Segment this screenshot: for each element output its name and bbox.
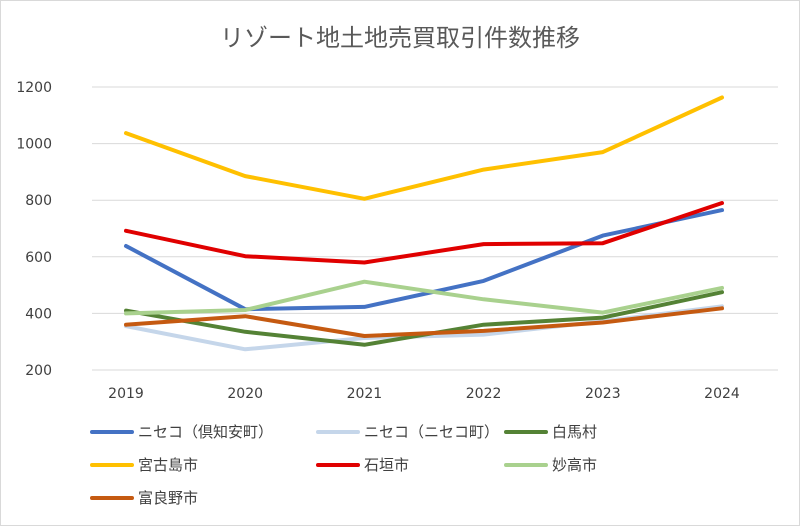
- legend-label: 石垣市: [364, 456, 409, 474]
- legend-item: 富良野市: [90, 489, 198, 507]
- series-line-6: [124, 306, 724, 338]
- x-tick-label: 2022: [466, 386, 502, 402]
- y-axis-ticks: 200 400 600 800 1000 1200: [16, 80, 52, 379]
- chart-title: リゾート地土地売買取引件数推移: [220, 24, 580, 52]
- x-tick-label: 2021: [347, 386, 383, 402]
- y-tick-label: 1000: [16, 137, 52, 153]
- x-tick-label: 2023: [585, 386, 621, 402]
- legend-label: 富良野市: [138, 489, 198, 507]
- y-tick-label: 200: [25, 363, 52, 379]
- legend-item: 石垣市: [316, 456, 409, 474]
- legend-item: 白馬村: [504, 423, 597, 441]
- legend-label: 白馬村: [552, 423, 597, 441]
- legend-item: ニセコ（ニセコ町）: [316, 423, 499, 441]
- gridlines: [92, 86, 778, 371]
- legend-item: 宮古島市: [90, 456, 198, 474]
- series-line-5: [124, 279, 724, 316]
- x-tick-label: 2024: [704, 386, 740, 402]
- y-tick-label: 1200: [16, 80, 52, 96]
- series-lines: [124, 95, 724, 352]
- y-tick-label: 800: [25, 193, 52, 209]
- legend-item: ニセコ（倶知安町）: [90, 423, 273, 441]
- x-tick-label: 2020: [227, 386, 263, 402]
- x-axis-ticks: 2019 2020 2021 2022 2023 2024: [108, 386, 740, 402]
- legend-label: ニセコ（ニセコ町）: [364, 423, 499, 441]
- legend-label: 妙高市: [552, 456, 597, 474]
- y-tick-label: 600: [25, 250, 52, 266]
- legend-item: 妙高市: [504, 456, 597, 474]
- series-line-0: [124, 208, 724, 312]
- y-tick-label: 400: [25, 306, 52, 322]
- legend-label: 宮古島市: [138, 456, 198, 474]
- series-line-4: [124, 201, 724, 265]
- legend-label: ニセコ（倶知安町）: [138, 423, 273, 441]
- series-line-3: [124, 95, 724, 201]
- x-tick-label: 2019: [108, 386, 144, 402]
